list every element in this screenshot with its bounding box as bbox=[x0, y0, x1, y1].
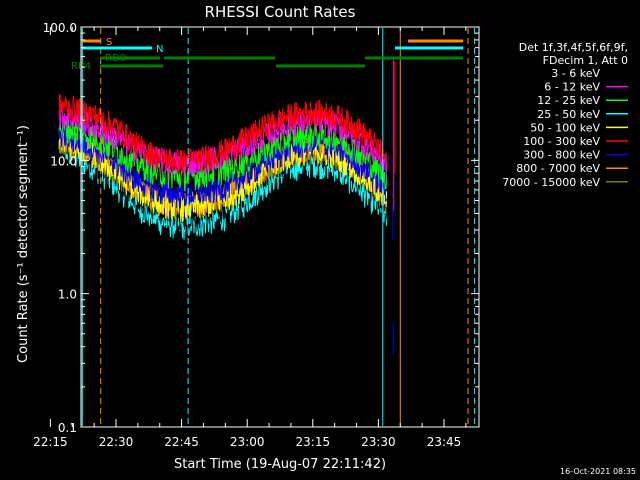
y-tick-label-0: 0.1 bbox=[58, 421, 77, 435]
x-tick-label-3: 23:00 bbox=[230, 435, 265, 449]
series-line-2 bbox=[58, 117, 388, 192]
y-tick-label-2: 10.0 bbox=[50, 154, 77, 168]
legend-label-8: 7000 - 15000 keV bbox=[502, 176, 600, 189]
footer-date: 16-Oct-2021 08:35 bbox=[560, 467, 636, 476]
chart-title: RHESSI Count Rates bbox=[205, 3, 356, 21]
plot-frame bbox=[80, 26, 480, 428]
legend-label-7: 800 - 7000 keV bbox=[516, 162, 600, 175]
x-tick-label-2: 22:45 bbox=[164, 435, 199, 449]
y-tick-label-3: 100.0 bbox=[43, 21, 77, 35]
x-axis-label: Start Time (19-Aug-07 22:11:42) bbox=[174, 457, 386, 472]
series-line-5 bbox=[58, 94, 388, 174]
x-tick-label-4: 23:15 bbox=[296, 435, 331, 449]
legend-label-0: 3 - 6 keV bbox=[551, 67, 600, 80]
annotation-rd0: RD0 bbox=[105, 53, 126, 64]
legend-label-3: 25 - 50 keV bbox=[537, 108, 600, 121]
legend-label-4: 50 - 100 keV bbox=[530, 121, 600, 134]
legend: Det 1f,3f,4f,5f,6f,9f,FDecim 1, Att 03 -… bbox=[502, 41, 628, 189]
legend-label-2: 12 - 25 keV bbox=[537, 94, 600, 107]
y-axis-label: Count Rate (s⁻¹ detector segment⁻¹) bbox=[16, 125, 31, 363]
legend-header-line-1: Det 1f,3f,4f,5f,6f,9f, bbox=[519, 41, 628, 54]
annotation-n: N bbox=[156, 44, 163, 55]
x-tick-label-5: 23:30 bbox=[361, 435, 396, 449]
y-tick-label-1: 1.0 bbox=[58, 288, 77, 302]
legend-header-line-2: FDecim 1, Att 0 bbox=[543, 54, 628, 67]
x-tick-label-6: 23:45 bbox=[427, 435, 462, 449]
legend-label-5: 100 - 300 keV bbox=[523, 135, 600, 148]
x-tick-label-1: 22:30 bbox=[99, 435, 134, 449]
legend-label-6: 300 - 800 keV bbox=[523, 149, 600, 162]
x-tick-label-0: 22:15 bbox=[33, 435, 68, 449]
legend-label-1: 6 - 12 keV bbox=[544, 81, 600, 94]
annotation-s: S bbox=[106, 37, 112, 48]
